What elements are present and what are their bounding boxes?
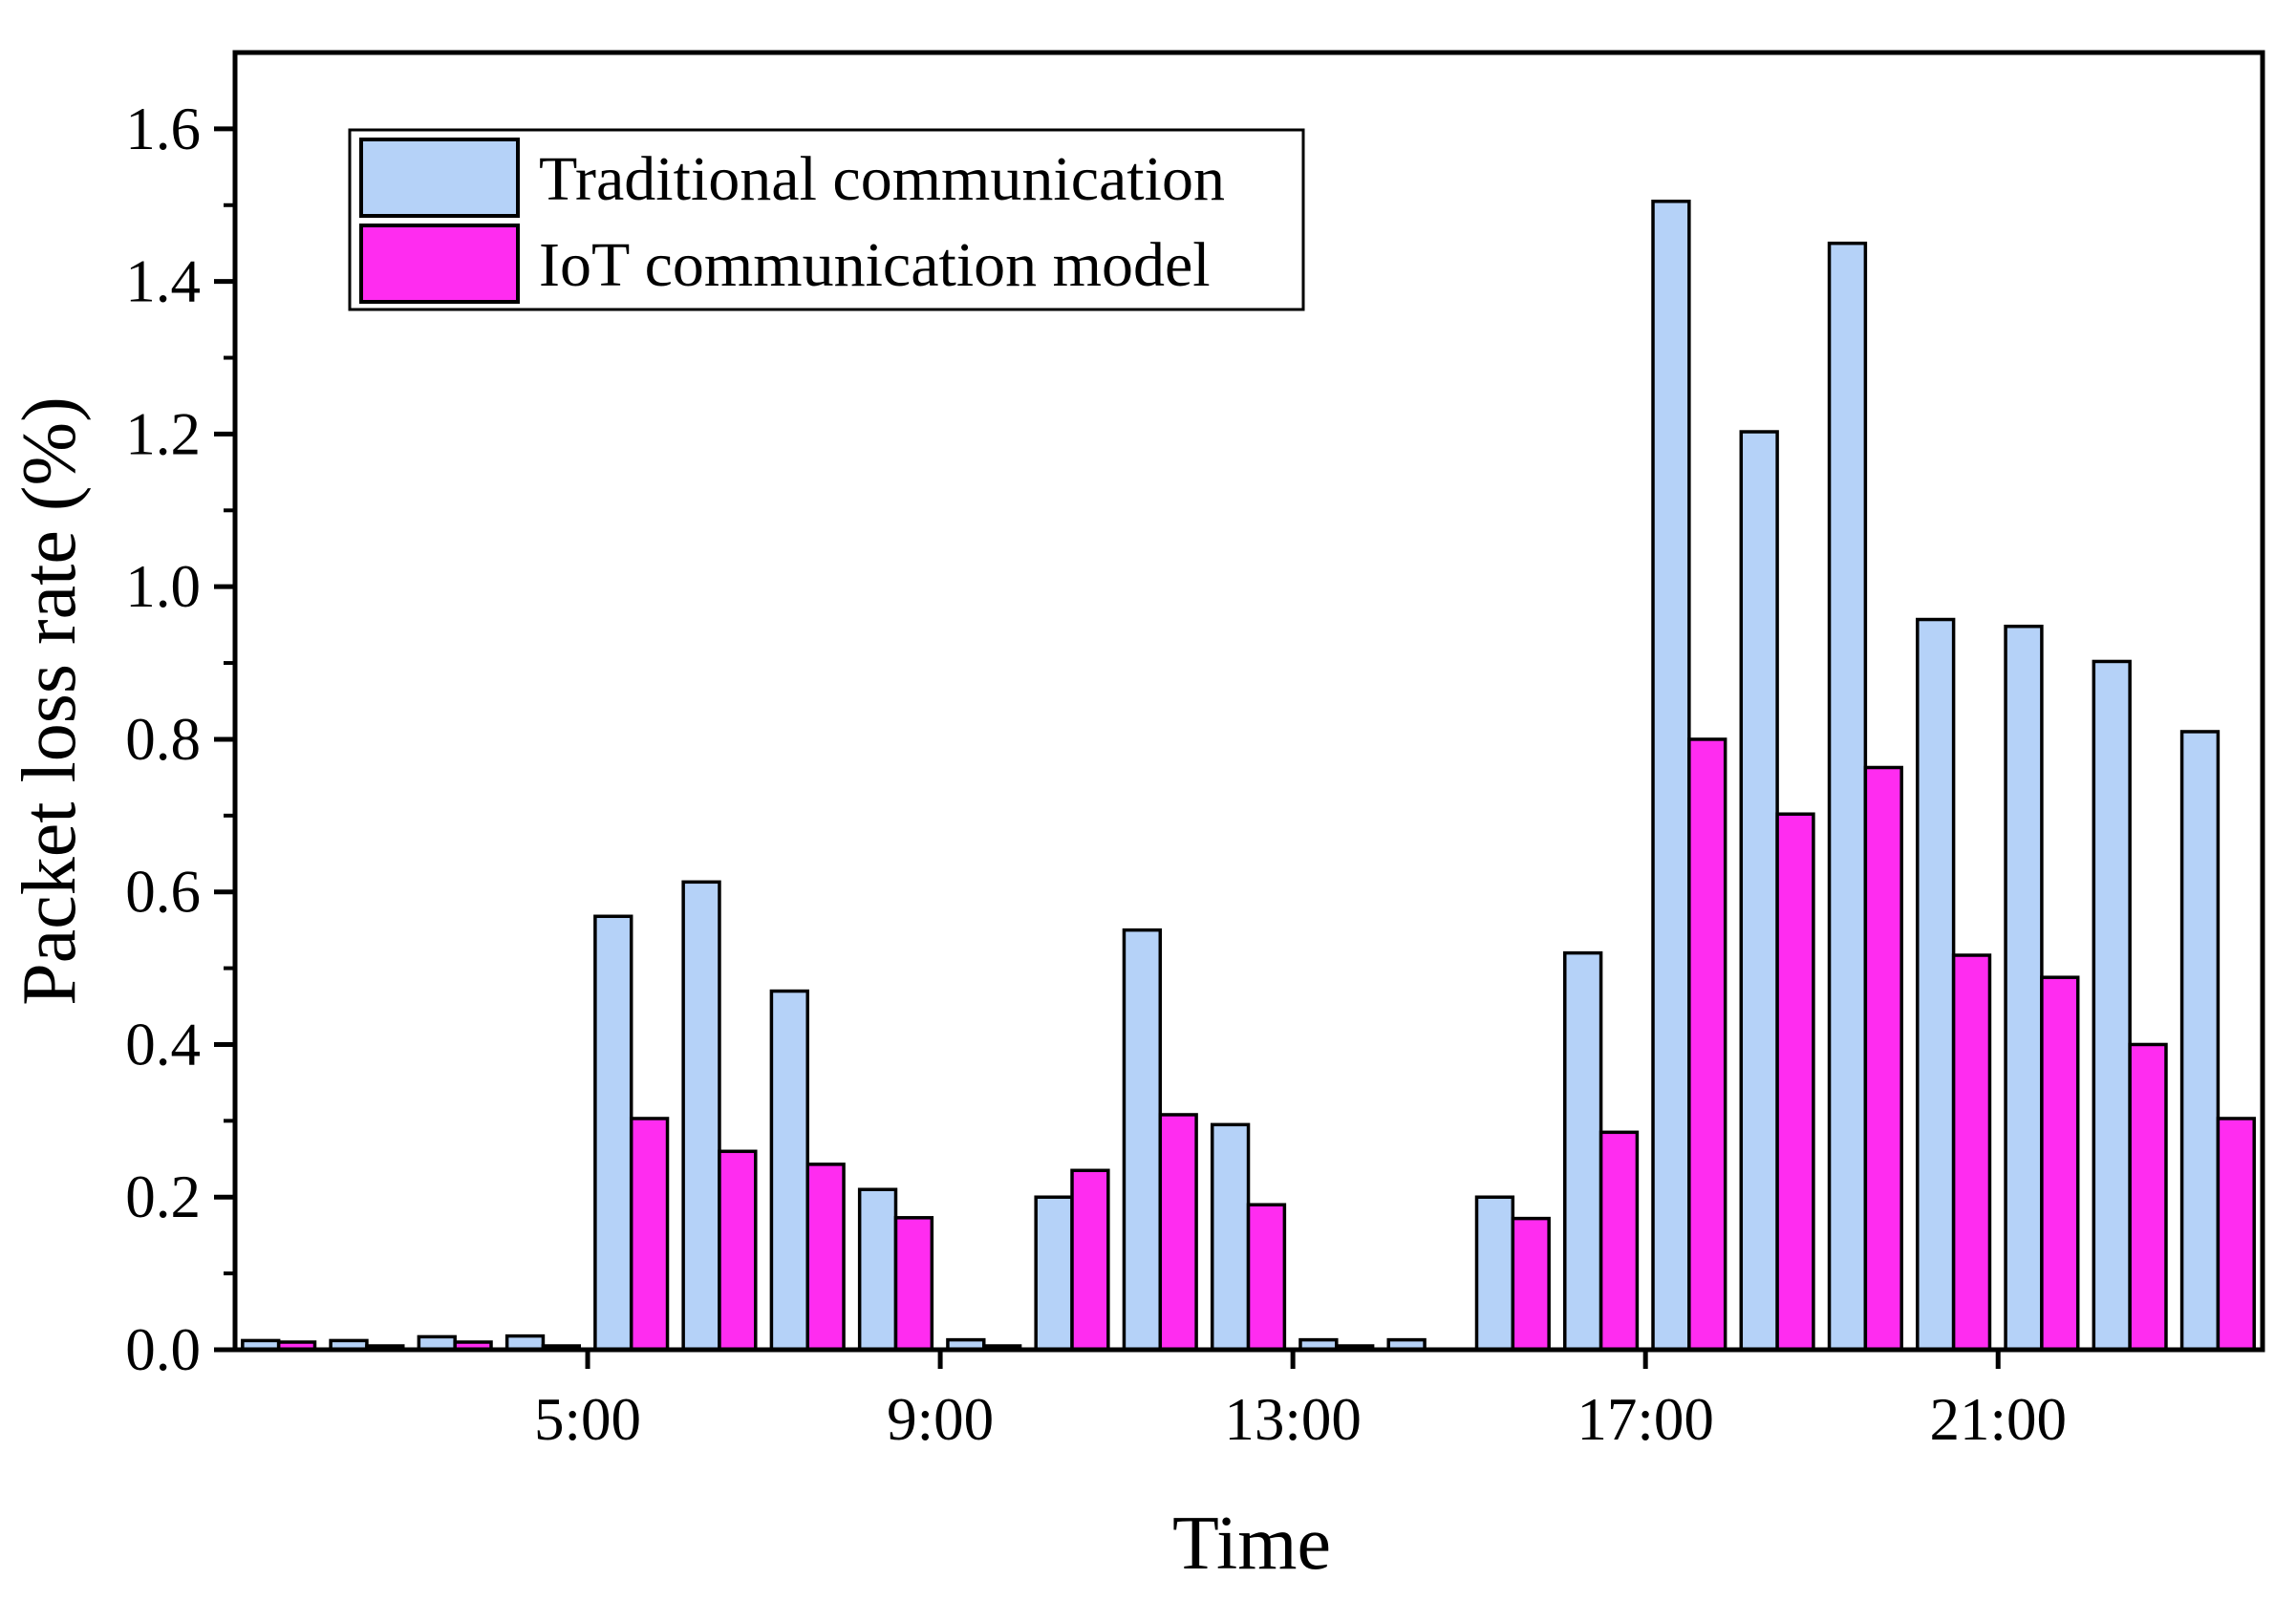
x-tick-label: 5:00	[534, 1386, 641, 1453]
bar-traditional-6-00	[681, 880, 721, 1352]
bar-traditional-20-00	[1916, 617, 1956, 1352]
bar-traditional-8-00	[857, 1187, 898, 1352]
y-tick-label: 1.0	[125, 553, 201, 620]
bar-iot-11-00	[1158, 1113, 1198, 1352]
bar-traditional-10-00	[1034, 1195, 1074, 1352]
bar-traditional-15-00	[1474, 1195, 1515, 1352]
bar-iot-22-00	[2128, 1042, 2168, 1352]
bar-traditional-5-00	[593, 914, 633, 1352]
bar-traditional-21-00	[2004, 624, 2044, 1352]
bar-traditional-16-00	[1563, 950, 1603, 1352]
y-tick-label: 1.6	[125, 96, 201, 162]
y-tick-label: 0.0	[125, 1316, 201, 1383]
legend-swatch-traditional	[359, 138, 520, 218]
bar-iot-7-00	[805, 1163, 846, 1352]
bar-traditional-11-00	[1122, 928, 1163, 1352]
bar-iot-20-00	[1951, 953, 1992, 1352]
bar-iot-16-00	[1599, 1130, 1640, 1352]
y-tick-label: 0.2	[125, 1163, 201, 1230]
bar-iot-12-00	[1246, 1203, 1287, 1352]
y-tick-label: 1.4	[125, 248, 201, 315]
x-tick-label: 17:00	[1577, 1386, 1714, 1453]
legend-label-traditional: Traditional communication	[539, 144, 1225, 214]
bar-iot-23-00	[2216, 1117, 2256, 1352]
bar-traditional-18-00	[1739, 430, 1779, 1352]
x-tick-label: 21:00	[1929, 1386, 2067, 1453]
bar-iot-6-00	[718, 1149, 758, 1352]
bars-group	[241, 200, 2256, 1352]
y-tick-label: 0.6	[125, 859, 201, 926]
bar-traditional-23-00	[2179, 730, 2221, 1352]
bar-iot-18-00	[1775, 812, 1815, 1352]
bar-traditional-19-00	[1827, 241, 1868, 1352]
y-tick-label: 0.8	[125, 706, 201, 773]
bar-iot-8-00	[893, 1216, 934, 1352]
plot-frame	[232, 50, 2265, 1353]
y-tick-label: 0.4	[125, 1011, 201, 1077]
bar-traditional-17-00	[1651, 200, 1691, 1352]
x-axis-ticks: 5:00 9:00 13:00 17:00 21:00	[534, 1350, 2067, 1453]
legend-label-iot: IoT communication model	[539, 230, 1211, 300]
bar-iot-17-00	[1687, 737, 1727, 1352]
x-tick-label: 9:00	[887, 1386, 994, 1453]
y-axis-title: Packet loss rate (%)	[8, 396, 92, 1006]
bar-iot-5-00	[629, 1117, 670, 1352]
legend-swatch-iot	[359, 224, 520, 304]
bar-traditional-12-00	[1210, 1122, 1251, 1352]
x-axis-title: Time	[1172, 1502, 1331, 1586]
legend: Traditional communication IoT communicat…	[348, 128, 1305, 311]
bar-iot-15-00	[1511, 1216, 1551, 1352]
y-tick-label: 1.2	[125, 400, 201, 467]
bar-iot-19-00	[1863, 765, 1903, 1352]
x-tick-label: 13:00	[1224, 1386, 1362, 1453]
bar-iot-10-00	[1070, 1168, 1110, 1352]
y-axis-ticks: 0.0 0.2 0.4 0.6 0.8 1.0 1.2 1.4 1.6	[125, 96, 235, 1383]
bar-iot-21-00	[2040, 975, 2080, 1352]
bar-traditional-22-00	[2092, 659, 2132, 1352]
bar-traditional-7-00	[769, 989, 809, 1352]
